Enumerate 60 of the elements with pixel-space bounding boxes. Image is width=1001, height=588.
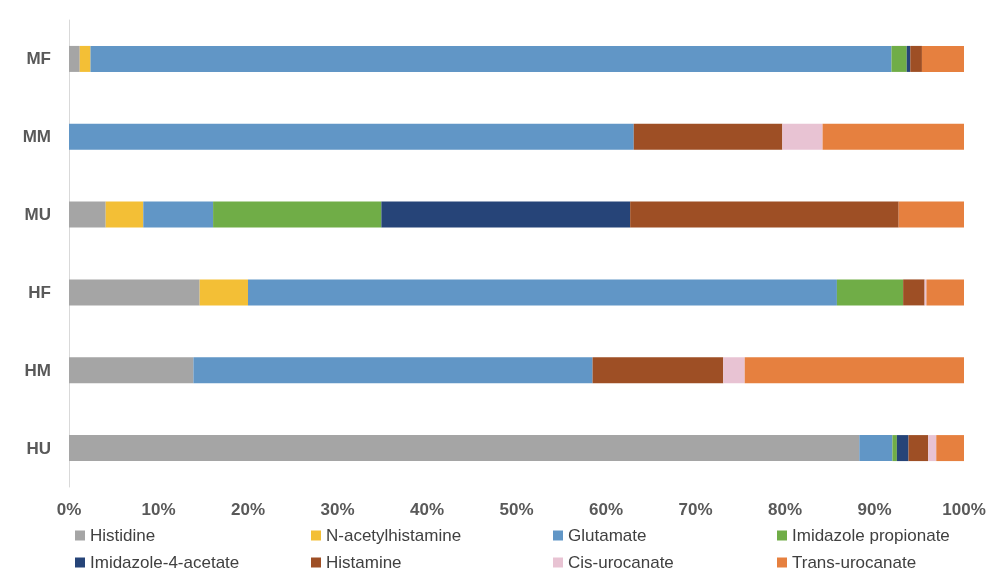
x-tick-label: 80%: [767, 500, 803, 519]
x-tick-label: 100%: [942, 500, 986, 519]
bar: [903, 279, 925, 306]
y-tick-label: MM: [22, 127, 51, 147]
bar: [248, 279, 837, 306]
y-tick-label: HF: [28, 282, 51, 302]
bar: [79, 45, 91, 72]
bar: [69, 279, 200, 306]
x-tick-label: 30%: [320, 500, 355, 519]
bar: [633, 123, 783, 150]
legend-label: Glutamate: [568, 526, 647, 545]
bar: [381, 201, 631, 228]
bar: [69, 435, 860, 462]
legend-label: Histamine: [326, 553, 402, 572]
x-tick-label: 70%: [678, 500, 713, 519]
bar: [213, 201, 382, 228]
bar: [908, 435, 929, 462]
x-tick-label: 20%: [230, 500, 266, 519]
bar: [69, 45, 80, 72]
bar: [822, 123, 964, 150]
bar: [921, 45, 964, 72]
legend-label: Imidazole propionate: [792, 526, 950, 545]
bar: [592, 357, 724, 384]
bar: [910, 45, 922, 72]
bar: [896, 435, 909, 462]
bar: [69, 123, 634, 150]
bar: [193, 357, 593, 384]
bar: [859, 435, 893, 462]
y-tick-label: HU: [26, 438, 51, 458]
bar: [782, 123, 823, 150]
bar: [744, 357, 964, 384]
legend-label: Histidine: [90, 526, 156, 545]
bar: [836, 279, 904, 306]
bar: [926, 279, 964, 306]
legend-label: N-acetylhistamine: [326, 526, 462, 545]
x-tick-label: 0%: [56, 500, 82, 519]
legend-label: Trans-urocanate: [792, 553, 917, 572]
bar: [723, 357, 745, 384]
x-tick-label: 40%: [409, 500, 445, 519]
bar: [936, 435, 964, 462]
x-tick-label: 50%: [499, 500, 534, 519]
bar: [892, 435, 897, 462]
bar: [69, 357, 194, 384]
bar: [69, 201, 106, 228]
bar: [143, 201, 214, 228]
legend-label: Cis-urocanate: [568, 553, 674, 572]
y-tick-label: MU: [24, 205, 51, 225]
y-tick-label: HM: [24, 360, 51, 380]
bar: [630, 201, 899, 228]
bar: [891, 45, 907, 72]
bar: [898, 201, 964, 228]
x-tick-label: 10%: [141, 500, 176, 519]
bar: [90, 45, 892, 72]
bar: [928, 435, 937, 462]
legend-label: Imidazole-4-acetate: [90, 553, 240, 572]
x-tick-label: 60%: [588, 500, 624, 519]
x-tick-label: 90%: [857, 500, 892, 519]
bar: [199, 279, 248, 306]
y-tick-label: MF: [26, 49, 51, 69]
bar: [105, 201, 144, 228]
